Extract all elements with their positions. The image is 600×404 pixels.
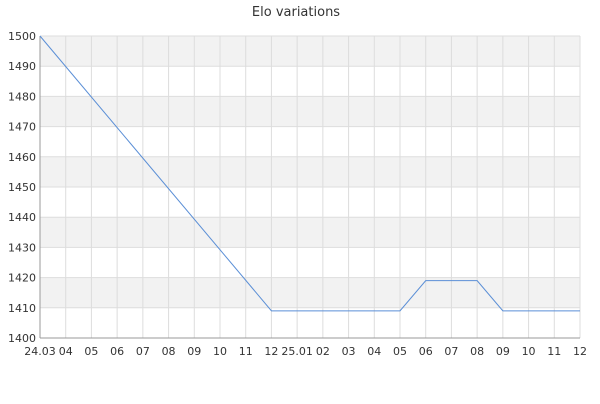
y-tick-labels: 1400 1410 1420 1430 1440 1450 1460 1470 1480 1490… [8, 30, 36, 345]
x-tick-label: 04 [59, 345, 73, 358]
x-tick-label: 05 [393, 345, 407, 358]
x-tick-label: 07 [444, 345, 458, 358]
series-group [39, 35, 580, 312]
plot-band [40, 36, 580, 67]
x-tick-label: 06 [110, 345, 124, 358]
y-tick-label: 1500 [8, 30, 36, 43]
plot-band [40, 217, 580, 248]
x-tick-label: 03 [342, 345, 356, 358]
y-tick-label: 1400 [8, 332, 36, 345]
x-tick-label: 10 [213, 345, 227, 358]
y-tick-label: 1410 [8, 302, 36, 315]
y-tick-label: 1480 [8, 90, 36, 103]
y-tick-label: 1460 [8, 151, 36, 164]
y-tick-label: 1430 [8, 241, 36, 254]
x-tick-label: 02 [316, 345, 330, 358]
x-tick-label: 07 [136, 345, 150, 358]
x-tick-label: 04 [367, 345, 381, 358]
x-tick-label: 12 [264, 345, 278, 358]
chart-title: Elo variations [252, 5, 340, 20]
y-tick-label: 1420 [8, 272, 36, 285]
x-tick-label: 10 [522, 345, 536, 358]
x-tick-label: 12 [573, 345, 587, 358]
x-tick-label: 08 [162, 345, 176, 358]
y-tick-label: 1440 [8, 211, 36, 224]
x-tick-label: 05 [84, 345, 98, 358]
x-tick-label: 11 [239, 345, 253, 358]
y-tick-label: 1490 [8, 60, 36, 73]
plot-band [40, 96, 580, 127]
x-tick-label: 09 [187, 345, 201, 358]
x-tick-label: 08 [470, 345, 484, 358]
y-tick-label: 1450 [8, 181, 36, 194]
axes [39, 36, 580, 339]
x-tick-label: 09 [496, 345, 510, 358]
x-tick-label: 06 [419, 345, 433, 358]
x-tick-label: 11 [547, 345, 561, 358]
plot-band [40, 277, 580, 308]
x-tick-label: 25.01 [281, 345, 313, 358]
x-tick-labels: 24.03 04 05 06 07 08 09 10 11 12 25.01 02 03 04 05 06 07… [24, 345, 587, 358]
y-tick-label: 1470 [8, 121, 36, 134]
plot-bands [40, 36, 580, 308]
plot-band [40, 156, 580, 187]
elo-series-line [39, 35, 580, 312]
x-tick-label: 24.03 [24, 345, 56, 358]
